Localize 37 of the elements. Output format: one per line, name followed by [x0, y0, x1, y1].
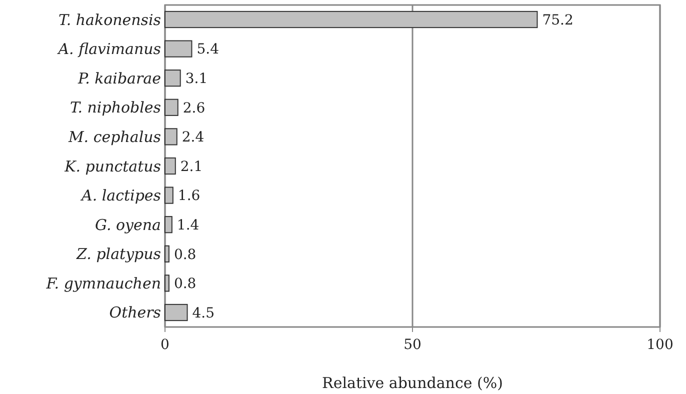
bar [164, 304, 188, 322]
data-label: 1.6 [178, 188, 200, 204]
bar [164, 70, 181, 87]
x-tick-label: 0 [160, 337, 170, 353]
y-tick-label: A. lactipes [79, 186, 162, 205]
data-label: 2.4 [182, 130, 204, 146]
x-tick-label: 50 [404, 337, 422, 353]
bar [164, 245, 170, 262]
y-tick-label: P. kaibarae [77, 69, 162, 88]
bar [164, 128, 178, 146]
y-tick-label: T. niphobles [70, 98, 162, 117]
bar [164, 10, 538, 28]
x-axis-title: Relative abundance (%) [322, 374, 503, 392]
bar [164, 274, 170, 292]
y-tick-label: K. punctatus [64, 157, 162, 176]
bar [164, 186, 174, 204]
y-tick-label: T. hakonensis [58, 10, 162, 29]
data-label: 2.6 [182, 100, 206, 116]
y-tick-label: A. flavimanus [56, 40, 162, 58]
data-label: 4.5 [192, 305, 215, 322]
y-tick-label: Z. platypus [76, 245, 162, 264]
y-tick-label: Others [109, 304, 162, 322]
data-label: 5.4 [196, 42, 220, 58]
y-tick-label: M. cephalus [67, 128, 162, 146]
y-tick-label: F. gymnauchen [45, 274, 161, 292]
data-label: 0.8 [174, 246, 196, 263]
data-label: 2.1 [180, 158, 203, 175]
y-tick-label: G. oyena [95, 216, 161, 234]
x-tick-label: 100 [646, 337, 674, 353]
data-label: 75.2 [542, 12, 574, 28]
bar [164, 157, 176, 175]
bar [164, 98, 178, 116]
data-label: 3.1 [185, 71, 208, 87]
data-label: 0.8 [174, 276, 196, 292]
bar [164, 40, 192, 58]
bar [164, 216, 172, 234]
data-label: 1.4 [176, 218, 200, 234]
